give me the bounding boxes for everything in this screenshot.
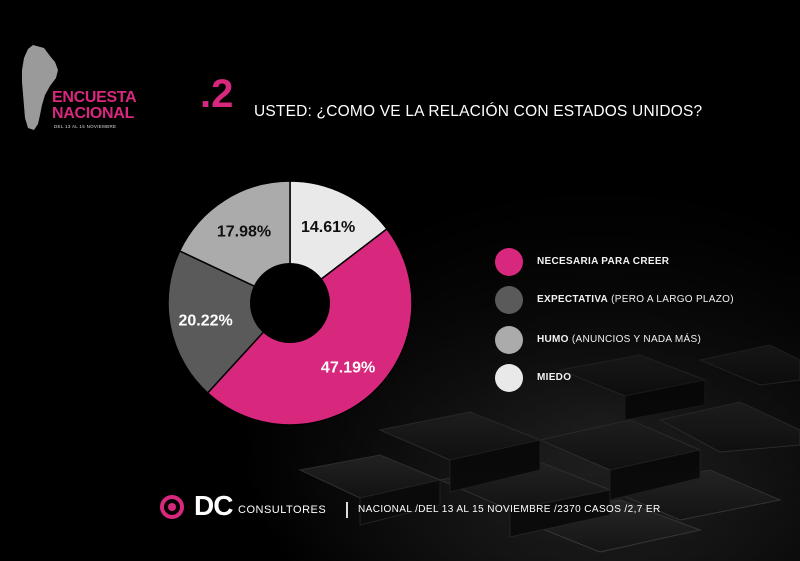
slice-humo-anuncios-y-nada-m-s (178, 180, 291, 305)
logo-letters: DC (194, 490, 233, 521)
brand-line-1: ENCUESTA (52, 89, 137, 106)
dc-consultores-logo: DC CONSULTORES (160, 490, 400, 526)
logo-word: CONSULTORES (238, 504, 327, 516)
legend-item: EXPECTATIVA (PERO A LARGO PLAZO) (495, 286, 785, 316)
legend-item: MIEDO (495, 364, 785, 394)
legend-swatch (495, 286, 523, 314)
legend-item: HUMO (ANUNCIOS Y NADA MÁS) (495, 326, 785, 356)
slice-expectativa-pero-a-largo-plazo (167, 249, 292, 395)
argentina-map-icon (22, 45, 58, 130)
question-number: .2 (200, 72, 234, 116)
slice-value-label: 17.98% (217, 223, 271, 240)
slice-value-label: 14.61% (301, 219, 355, 236)
legend-swatch (495, 248, 523, 276)
legend-swatch (495, 364, 523, 392)
slice-value-label: 47.19% (321, 359, 375, 376)
slice-value-label: 20.22% (178, 313, 232, 330)
footer-info: NACIONAL /DEL 13 AL 15 NOVIEMBRE /2370 C… (358, 504, 661, 515)
donut-hole (250, 263, 330, 343)
survey-brand-title: ENCUESTA NACIONAL (52, 90, 172, 122)
legend-label: NECESARIA PARA CREER (537, 256, 670, 267)
legend-swatch (495, 326, 523, 354)
legend-label: MIEDO (537, 372, 572, 383)
donut-chart: 14.61% 47.19% 20.22% 17.98% (167, 180, 413, 426)
question-text: USTED: ¿COMO VE LA RELACIÓN CON ESTADOS … (254, 103, 703, 120)
target-logo-icon (160, 495, 184, 519)
legend-item: NECESARIA PARA CREER (495, 248, 785, 278)
legend-label: HUMO (ANUNCIOS Y NADA MÁS) (537, 334, 702, 345)
footer-divider (346, 502, 348, 518)
brand-date: DEL 13 AL 15 NOVIEMBRE (54, 124, 117, 129)
brand-line-2: NACIONAL (52, 105, 135, 122)
legend-label: EXPECTATIVA (PERO A LARGO PLAZO) (537, 294, 734, 305)
